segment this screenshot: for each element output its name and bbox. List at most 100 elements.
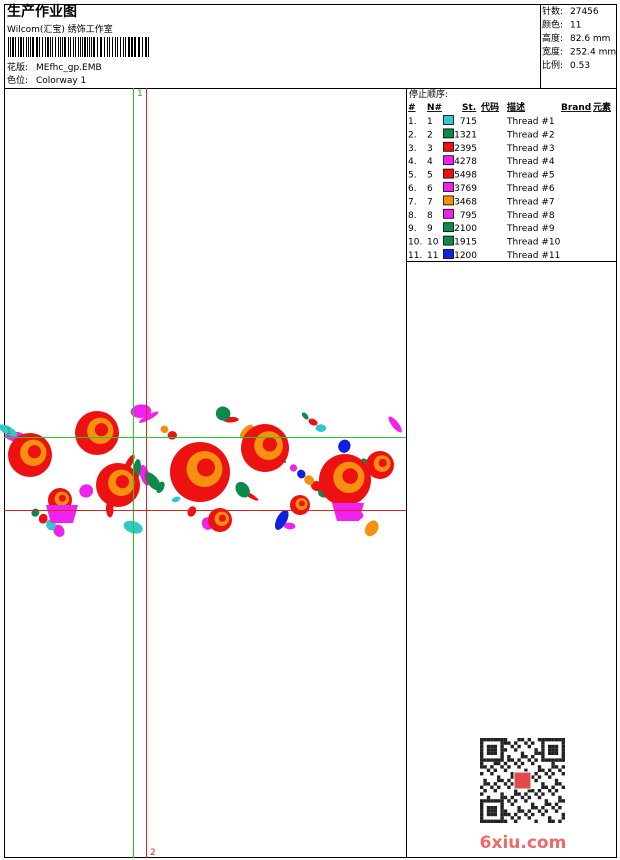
column-header: St. bbox=[462, 103, 476, 113]
leaf bbox=[144, 472, 161, 491]
row-number: 11 bbox=[427, 251, 438, 261]
qr-cell bbox=[483, 778, 487, 783]
pot bbox=[46, 505, 78, 523]
qr-cell bbox=[527, 809, 531, 813]
qr-cell bbox=[561, 816, 565, 820]
qr-cell bbox=[503, 782, 508, 786]
qr-cell bbox=[514, 761, 518, 766]
bar bbox=[138, 37, 140, 57]
qr-cell bbox=[510, 772, 514, 776]
bar bbox=[104, 37, 105, 57]
summary-value: 82.6 mm bbox=[570, 34, 610, 44]
colorway-label: 色位: bbox=[7, 74, 28, 86]
bar bbox=[78, 37, 79, 57]
qr-cell bbox=[558, 806, 562, 810]
qr-cell bbox=[561, 772, 565, 776]
row-stitches: 4278 bbox=[454, 157, 477, 167]
qr-cell bbox=[531, 761, 535, 766]
qr-cell bbox=[503, 809, 508, 813]
qr-cell bbox=[554, 758, 559, 762]
qr-cell bbox=[551, 785, 555, 789]
qr-cell bbox=[561, 812, 565, 817]
qr-cell bbox=[514, 789, 518, 793]
bar bbox=[109, 37, 110, 57]
qr-cell bbox=[534, 751, 538, 755]
row-description: Thread #9 bbox=[506, 224, 555, 234]
qr-cell bbox=[497, 819, 501, 823]
bar bbox=[60, 37, 61, 57]
leaf bbox=[365, 520, 379, 537]
qr-cell bbox=[480, 758, 484, 762]
qr-cell bbox=[537, 768, 542, 772]
bar bbox=[148, 37, 149, 57]
qr-cell bbox=[480, 809, 484, 813]
qr-cell bbox=[517, 806, 521, 810]
bar bbox=[123, 37, 124, 57]
qr-cell bbox=[517, 744, 521, 749]
leaf bbox=[53, 524, 65, 537]
qr-cell bbox=[500, 751, 504, 755]
qr-cell bbox=[490, 751, 494, 755]
qr-cell bbox=[510, 795, 514, 800]
qr-cell bbox=[486, 748, 491, 752]
bar bbox=[55, 37, 56, 57]
qr-cell bbox=[544, 809, 548, 813]
qr-cell bbox=[493, 751, 497, 755]
studio: Wilcom(汇宝) 绣饰工作室 bbox=[7, 23, 113, 35]
qr-cell bbox=[483, 819, 487, 823]
row-stitches: 1321 bbox=[454, 130, 477, 140]
qr-cell bbox=[480, 765, 484, 769]
qr-cell bbox=[558, 758, 562, 762]
qr-cell bbox=[486, 799, 491, 803]
row-description: Thread #11 bbox=[506, 251, 560, 261]
qr-cell bbox=[483, 758, 487, 762]
color-swatch bbox=[443, 128, 454, 139]
qr-cell bbox=[514, 819, 518, 823]
qr-cell bbox=[493, 738, 497, 742]
qr-cell bbox=[524, 799, 528, 803]
qr-cell bbox=[534, 792, 538, 796]
qr-cell bbox=[524, 812, 528, 817]
qr-cell bbox=[544, 758, 548, 762]
leaf bbox=[38, 513, 48, 524]
pot bbox=[332, 503, 364, 521]
qr-cell bbox=[534, 758, 538, 762]
qr-cell bbox=[510, 802, 514, 806]
qr-cell bbox=[548, 802, 552, 806]
bar bbox=[117, 37, 118, 57]
bar bbox=[107, 37, 108, 57]
qr-cell bbox=[486, 812, 491, 817]
qr-cell bbox=[510, 782, 514, 786]
qr-cell bbox=[537, 789, 542, 793]
qr-cell bbox=[500, 738, 504, 742]
qr-cell bbox=[490, 765, 494, 769]
color-swatch bbox=[443, 155, 454, 166]
qr-cell bbox=[534, 778, 538, 783]
bar bbox=[73, 37, 74, 57]
row-number: 8 bbox=[427, 211, 433, 221]
qr-cell bbox=[480, 819, 484, 823]
qr-cell bbox=[497, 785, 501, 789]
qr-cell bbox=[541, 748, 545, 752]
petal bbox=[342, 468, 359, 484]
qr-cell bbox=[490, 738, 494, 742]
row-description: Thread #4 bbox=[506, 157, 555, 167]
qr-cell bbox=[561, 785, 565, 789]
bar bbox=[70, 37, 71, 57]
qr-cell bbox=[507, 799, 511, 803]
qr-cell bbox=[558, 819, 562, 823]
guide-label: 1 bbox=[6, 427, 12, 437]
qr-cell bbox=[561, 765, 565, 769]
qr-cell bbox=[490, 744, 494, 749]
bar bbox=[115, 37, 116, 57]
summary-label: 针数: bbox=[542, 5, 563, 17]
qr-cell bbox=[520, 738, 525, 742]
qr-cell bbox=[514, 792, 518, 796]
qr-cell bbox=[561, 758, 565, 762]
qr-cell bbox=[527, 744, 531, 749]
row-description: Thread #8 bbox=[506, 211, 555, 221]
petal bbox=[197, 458, 215, 477]
qr-cell bbox=[500, 795, 504, 800]
qr-cell bbox=[493, 761, 497, 766]
summary-label: 高度: bbox=[542, 32, 563, 44]
